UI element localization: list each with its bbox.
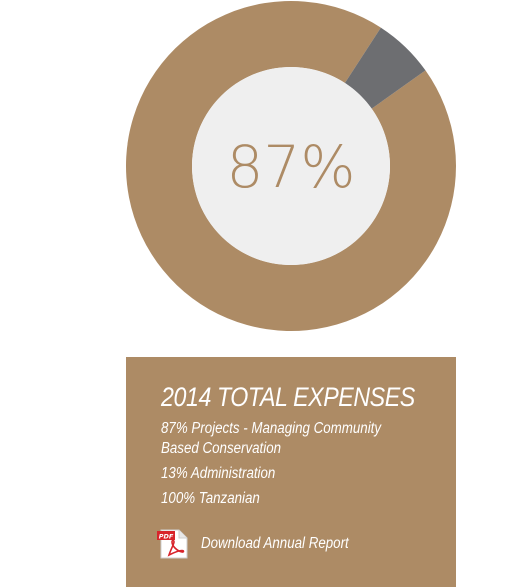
- donut-hole: [192, 67, 390, 265]
- pdf-icon: PDF: [157, 529, 189, 559]
- donut-slice-1: [344, 27, 426, 109]
- download-annual-report-link[interactable]: PDF Download Annual Report: [157, 529, 373, 559]
- expenses-panel: 2014 TOTAL EXPENSES 87% Projects - Manag…: [126, 357, 456, 587]
- donut-center-label: 87%: [227, 133, 356, 201]
- panel-title: 2014 TOTAL EXPENSES: [161, 382, 415, 412]
- expenses-donut-chart: 87%: [125, 0, 457, 332]
- administration-line: 13% Administration: [161, 465, 276, 482]
- tanzanian-line: 100% Tanzanian: [161, 490, 260, 507]
- donut-slice-0: [126, 0, 456, 332]
- pdf-badge-text: PDF: [159, 533, 174, 541]
- download-label: Download Annual Report: [201, 535, 349, 552]
- projects-line: 87% Projects - Managing Community Based …: [161, 420, 382, 457]
- donut-svg: 87%: [126, 0, 456, 332]
